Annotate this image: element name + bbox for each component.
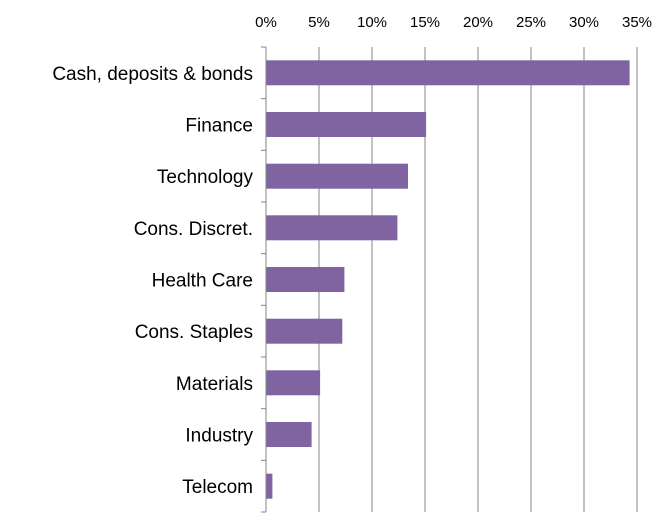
x-tick-label: 20% [463,14,493,31]
x-tick-label: 10% [357,14,387,31]
x-tick-label: 0% [255,14,277,31]
category-label: Cash, deposits & bonds [52,64,253,85]
bar [266,163,408,189]
category-label: Cons. Staples [135,322,253,343]
category-label: Telecom [182,477,253,498]
bar [266,112,427,137]
bar [266,60,630,86]
x-tick-label: 35% [622,14,652,31]
category-label: Technology [157,167,254,188]
bar [266,422,312,447]
x-tick-label: 25% [516,14,546,31]
x-tick-label: 15% [410,14,440,31]
bar [266,473,273,499]
bar [266,267,345,292]
category-label: Materials [176,374,253,395]
label-layer: 0% 5% 10% 15% 20% 25% 30% 35% Cash, deposits & b… [52,14,652,498]
x-tick-label: 30% [569,14,599,31]
bar-layer [266,60,630,499]
x-tick-label: 5% [308,14,330,31]
category-label: Health Care [152,271,253,292]
bar [266,215,398,241]
category-label: Cons. Discret. [134,219,253,240]
category-label: Finance [185,116,253,137]
bar [266,370,321,396]
bar [266,318,343,344]
axis-layer [261,46,267,513]
category-label: Industry [185,426,253,447]
